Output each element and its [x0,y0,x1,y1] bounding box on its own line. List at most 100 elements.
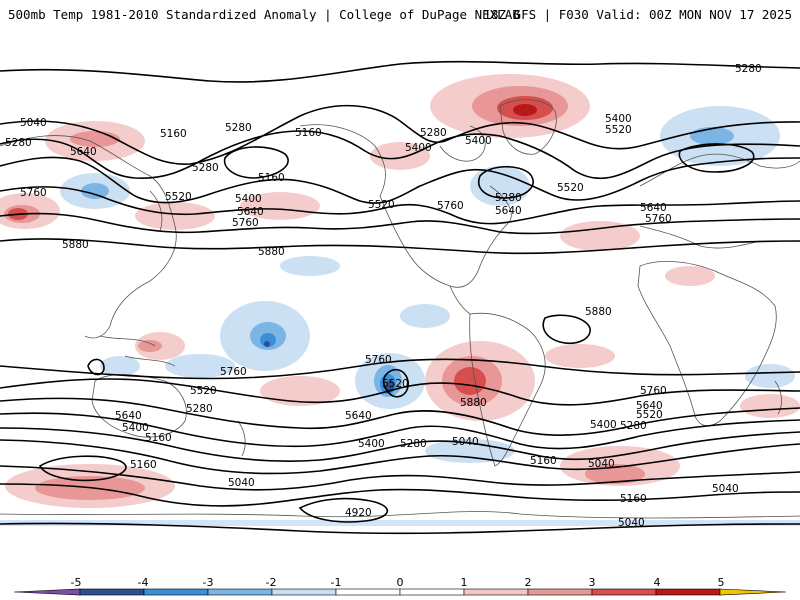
contour-label: 5760 [220,366,247,378]
contour-label: 5880 [258,246,285,258]
contour-line [87,358,105,376]
colorbar-tick-label: 2 [525,576,532,589]
colorbar-tick-label: -5 [71,576,82,589]
colorbar-segment [399,588,465,596]
anomaly-blob [240,192,320,220]
anomaly-blob [386,380,394,392]
contour-label: 5160 [258,172,285,184]
colorbar-tick-label: 5 [718,576,725,589]
contour-line [0,439,800,475]
contour-line [0,378,800,406]
colorbar-tick-label: -1 [331,576,342,589]
colorbar-segment [271,588,337,596]
coastline-alaska [299,124,386,197]
colorbar-segment [207,588,273,596]
anomaly-blob [135,202,215,230]
coastline-asia [0,135,177,339]
contour-line [0,104,800,165]
contour-label: 5040 [452,436,479,448]
contour-label: 5160 [620,493,647,505]
contour-label: 5280 [420,127,447,139]
colorbar-segment [463,588,529,596]
contour-line [223,146,289,179]
anomaly-blob [454,367,486,395]
anomaly-map: 5280 5040 5280 5160 5280 5160 5640 5280 … [0,36,800,558]
contour-label: 5400 [590,419,617,431]
contour-label: 5400 [358,438,385,450]
contour-label: 5400 [235,193,262,205]
contour-label: 5280 [400,438,427,450]
anomaly-blob [740,394,800,418]
colorbar-segment [655,588,721,596]
contour-line [0,522,800,535]
contour-label: 5040 [228,477,255,489]
colorbar-tick-label: 0 [397,576,404,589]
positive-anomaly-light [0,74,800,508]
coastline-hudson [439,125,486,162]
colorbar-ticks: -5 -4 -3 -2 -1 0 1 2 3 4 5 [71,576,725,589]
anomaly-blob [260,376,340,406]
contour-label: 5760 [640,385,667,397]
contour-label: 5760 [232,217,259,229]
contour-label: 5400 [605,113,632,125]
contour-line [0,60,800,83]
contour-label: 5040 [618,517,645,529]
colorbar-segment [335,588,401,596]
contour-line [0,397,800,436]
colorbar-tick-label: 4 [654,576,661,589]
colorbar-segment [143,588,209,596]
anomaly-blob [70,131,120,147]
colorbar-tick-label: -3 [203,576,214,589]
anomaly-colorbar: -5 -4 -3 -2 -1 0 1 2 3 4 5 [13,576,787,596]
contour-line [678,143,755,173]
contour-label: 5520 [557,182,584,194]
contour-label: 5520 [165,191,192,203]
colorbar-segment [13,588,81,596]
height-contours [0,60,800,535]
contour-label: 5520 [605,124,632,136]
anomaly-blob [545,344,615,368]
coastline-new-zealand [237,420,246,457]
colorbar-tick-label: 3 [589,576,596,589]
contour-label: 5160 [295,127,322,139]
contour-label: 5160 [160,128,187,140]
contour-label: 5160 [145,432,172,444]
contour-label: 5880 [62,239,89,251]
contour-line [382,368,409,398]
contour-line [0,238,800,255]
coastline-antarctica [0,511,800,519]
anomaly-blob [260,333,276,347]
anomaly-blob [745,364,795,388]
contour-label: 5640 [636,400,663,412]
contour-line [0,465,800,491]
contour-label: 5760 [645,213,672,225]
contour-label: 5520 [368,199,395,211]
anomaly-blob [100,356,140,376]
coastline-central-america [449,285,471,315]
contour-label: 5280 [735,63,762,75]
anomaly-blob [165,354,235,378]
contour-label: 5640 [115,410,142,422]
contour-label: 5040 [20,117,47,129]
contour-labels: 5280 5040 5280 5160 5280 5160 5640 5280 … [5,63,762,529]
contour-line [542,314,591,344]
contour-label: 5280 [495,192,522,204]
contour-line [0,412,800,450]
colorbar-segments [13,588,787,596]
contour-label: 5280 [186,403,213,415]
anomaly-blob [513,104,537,116]
negative-anomaly-intense [264,341,394,392]
positive-anomaly-intense [513,104,537,116]
colorbar-segment [79,588,145,596]
contour-label: 5160 [530,455,557,467]
colorbar-tick-label: -2 [266,576,277,589]
coastline-europe-south [639,225,761,249]
contour-label: 5760 [365,354,392,366]
contour-line [38,455,127,482]
contour-label: 5520 [190,385,217,397]
chart-header: 500mb Temp 1981-2010 Standardized Anomal… [0,0,800,36]
anomaly-blob [370,142,430,170]
contour-label: 5400 [405,142,432,154]
coastline-africa [637,261,777,427]
contour-label: 5880 [460,397,487,409]
